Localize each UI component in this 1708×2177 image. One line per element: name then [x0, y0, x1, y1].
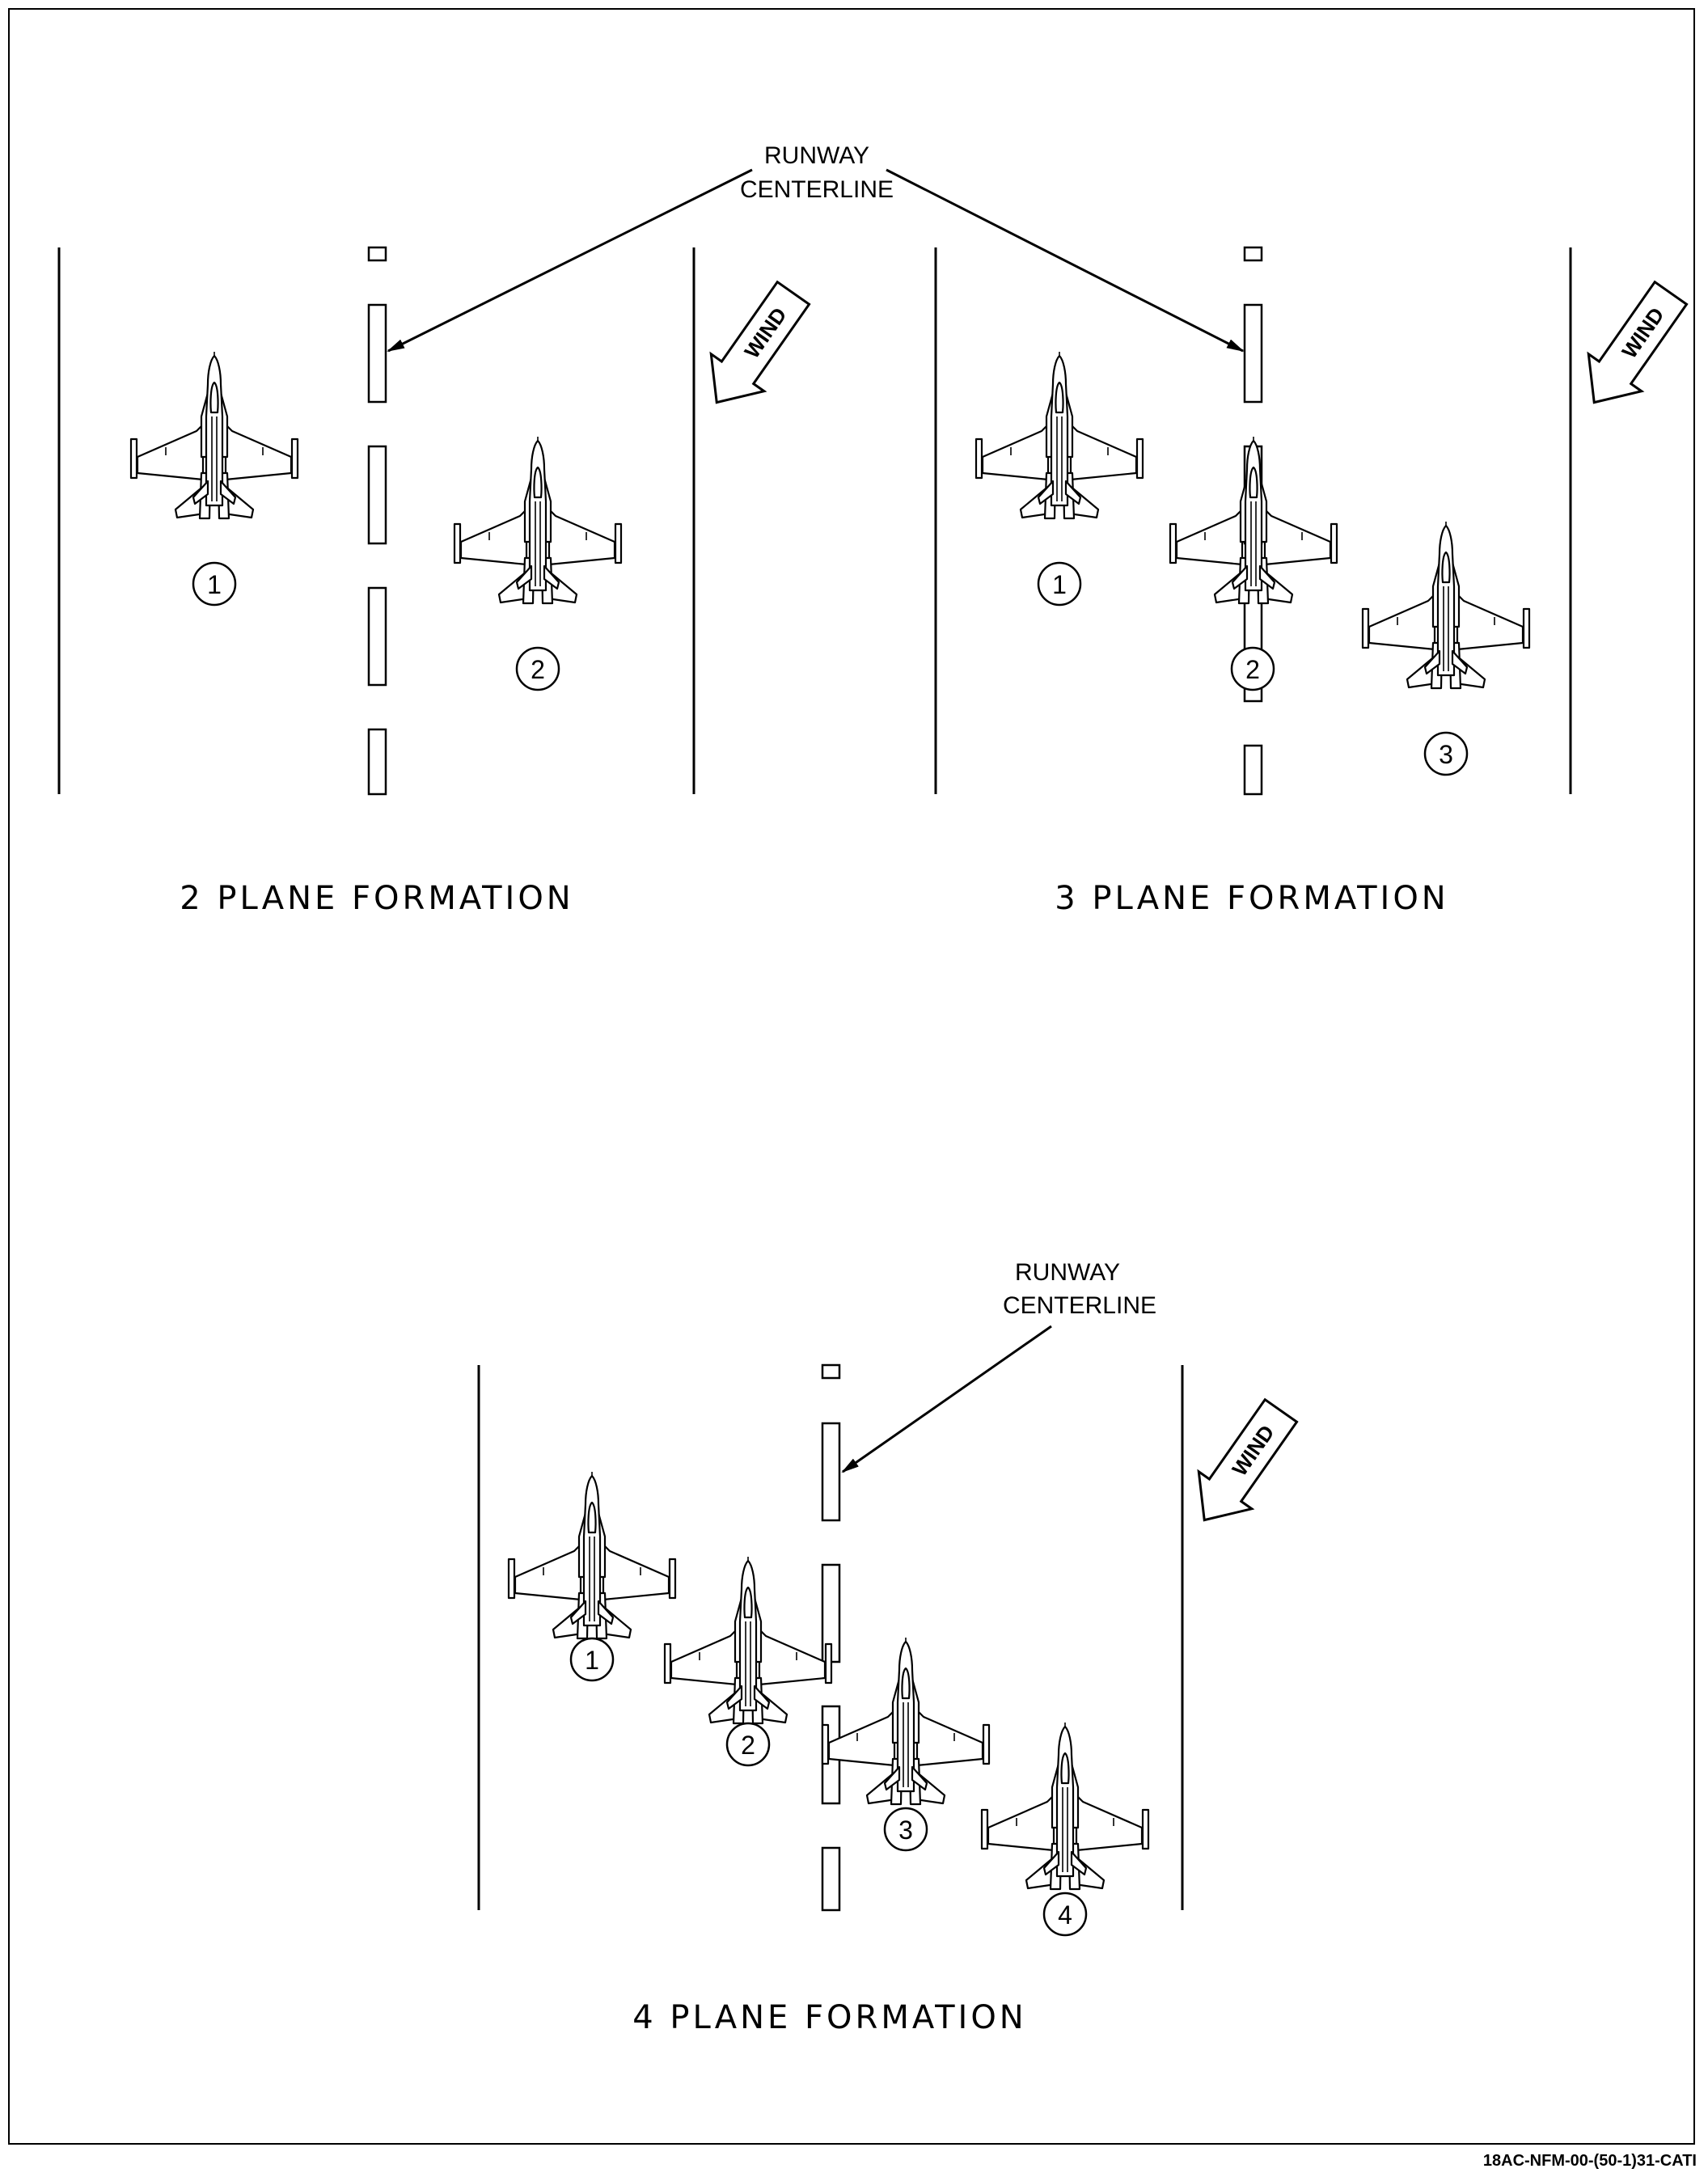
- runway-centerline-dashes: [821, 1363, 841, 1912]
- wind-arrow: WIND: [1197, 1397, 1299, 1522]
- aircraft-number-1: 1: [569, 1637, 615, 1682]
- diagram-frame: [8, 8, 1695, 2145]
- aircraft-number-2: 2: [725, 1722, 771, 1767]
- aircraft-2: [663, 1555, 833, 1725]
- svg-text:CENTERLINE: CENTERLINE: [1003, 1292, 1156, 1319]
- wind-arrow: WIND: [1587, 280, 1689, 404]
- runway-centerline-callout-top: RUNWAY CENTERLINE: [387, 142, 1245, 353]
- aircraft-1: [507, 1470, 677, 1640]
- aircraft-number-3: 3: [1423, 731, 1469, 776]
- aircraft-1: [974, 350, 1144, 520]
- aircraft-4: [980, 1721, 1150, 1891]
- svg-text:3: 3: [898, 1816, 913, 1845]
- svg-text:RUNWAY: RUNWAY: [1015, 1259, 1120, 1286]
- aircraft-number-2: 2: [515, 646, 560, 691]
- three-plane-formation: 1 2 3 WIND 3 PLANE FORMATION: [934, 246, 1689, 917]
- runway-centerline-callout-bottom: RUNWAY CENTERLINE: [841, 1259, 1156, 1473]
- aircraft-number-2: 2: [1230, 646, 1275, 691]
- formation-title-4: 4 PLANE FORMATION: [632, 1999, 1026, 2036]
- aircraft-2: [1169, 435, 1338, 605]
- aircraft-number-1: 1: [192, 561, 237, 607]
- wind-arrow: WIND: [709, 280, 811, 404]
- figure-id: 18AC-NFM-00-(50-1)31-CATI: [1482, 2152, 1697, 2170]
- svg-text:1: 1: [207, 570, 222, 599]
- formation-title-3: 3 PLANE FORMATION: [1055, 880, 1448, 917]
- aircraft-3: [1361, 520, 1531, 690]
- svg-text:1: 1: [1052, 570, 1067, 599]
- svg-text:CENTERLINE: CENTERLINE: [740, 176, 894, 203]
- aircraft-3: [821, 1636, 991, 1806]
- svg-text:2: 2: [531, 655, 545, 684]
- svg-text:2: 2: [741, 1731, 755, 1760]
- formation-title-2: 2 PLANE FORMATION: [180, 880, 573, 917]
- four-plane-formation: 1 2 3 4 WIND RUNWAY CENTERLINE 4 PLANE F…: [477, 1259, 1299, 2036]
- aircraft-1: [129, 350, 299, 520]
- aircraft-number-3: 3: [883, 1807, 928, 1852]
- svg-text:2: 2: [1245, 655, 1260, 684]
- svg-text:3: 3: [1439, 740, 1453, 769]
- svg-text:4: 4: [1058, 1900, 1072, 1930]
- runway-centerline-dashes: [367, 246, 387, 796]
- svg-text:1: 1: [585, 1646, 599, 1675]
- svg-text:RUNWAY: RUNWAY: [764, 142, 869, 169]
- two-plane-formation: 1 2 WIND 2 PLANE FORMATION: [57, 246, 811, 917]
- aircraft-number-1: 1: [1037, 561, 1082, 607]
- aircraft-2: [453, 435, 623, 605]
- aircraft-number-4: 4: [1042, 1892, 1088, 1937]
